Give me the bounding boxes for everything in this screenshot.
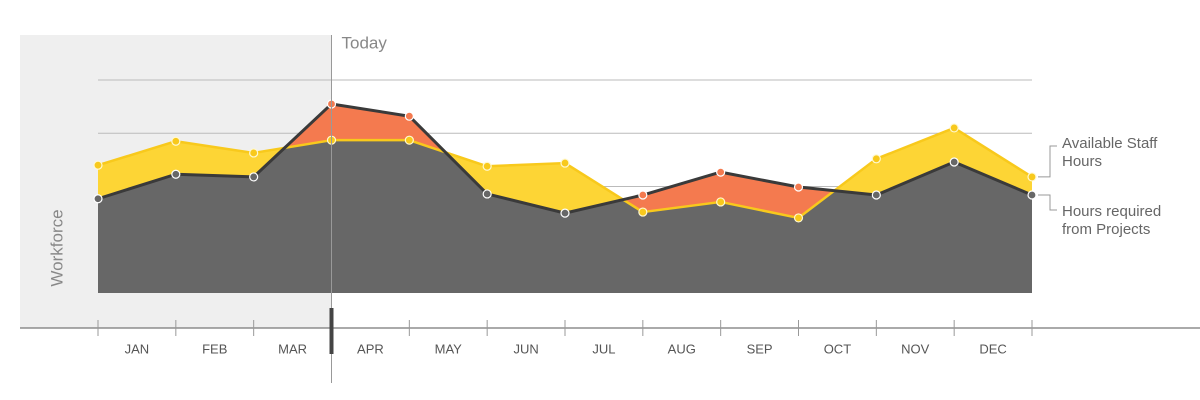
x-tick-label: AUG (668, 341, 696, 356)
x-tick-label: NOV (901, 341, 930, 356)
point (560, 208, 570, 218)
x-tick-label: JUN (513, 341, 538, 356)
today-label: Today (342, 33, 388, 52)
point (716, 167, 726, 177)
legend-entry: Available Staff Hours (1062, 135, 1158, 170)
x-tick-label: JUL (592, 341, 615, 356)
point (1027, 172, 1037, 182)
legend-connector (1038, 145, 1057, 178)
point (93, 160, 103, 170)
point (404, 111, 414, 121)
point (404, 135, 414, 145)
x-tick-label: MAR (278, 341, 307, 356)
point (949, 157, 959, 167)
point (793, 182, 804, 192)
point (171, 169, 181, 179)
x-tick-label: OCT (824, 341, 852, 356)
today-marker (329, 308, 334, 354)
point (638, 190, 648, 200)
x-tick-label: JAN (125, 341, 150, 356)
point (249, 172, 259, 182)
point (93, 194, 103, 204)
x-tick-label: SEP (747, 341, 773, 356)
x-tick-label: FEB (202, 341, 227, 356)
point (871, 190, 881, 200)
point (638, 207, 648, 217)
x-tick-label: MAY (435, 341, 463, 356)
legend-connector (1038, 194, 1057, 211)
point (171, 136, 181, 146)
legend-entry: Hours required from Projects (1062, 203, 1162, 238)
point (1027, 190, 1037, 200)
point (793, 213, 804, 223)
y-axis-label: Workforce (47, 209, 66, 286)
point (560, 158, 570, 168)
x-tick-label: APR (357, 341, 384, 356)
point (482, 189, 492, 199)
point (949, 123, 959, 133)
point (249, 148, 259, 158)
point (871, 154, 881, 164)
point (716, 197, 726, 207)
x-tick-label: DEC (979, 341, 1006, 356)
point (482, 161, 492, 171)
